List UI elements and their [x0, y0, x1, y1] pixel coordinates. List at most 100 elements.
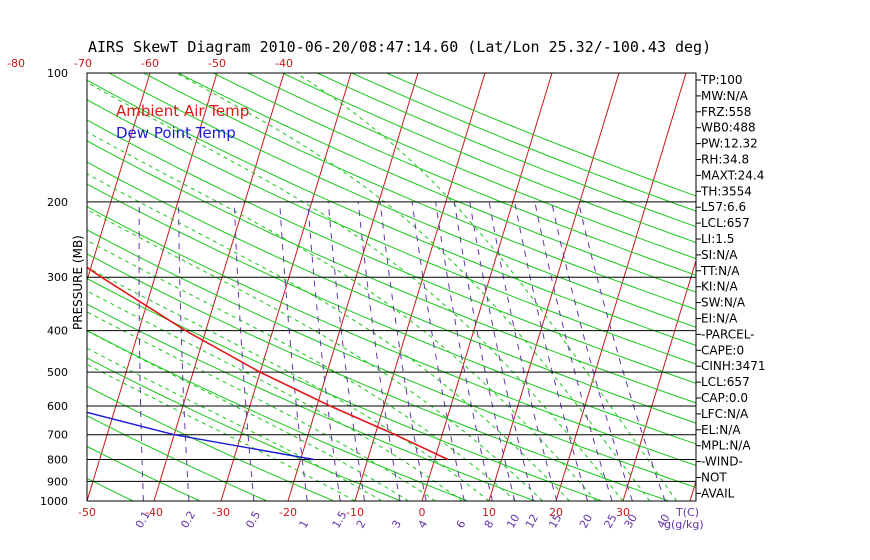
isotherm-line [87, 73, 151, 283]
stability-index-text: MW:N/A [701, 89, 749, 103]
mixing-ratio-label: 40 [654, 512, 672, 531]
bottom-temperature-tick-label: 0 [419, 506, 426, 519]
stability-indices-panel: TP:100 MW:N/A FRZ:558 WB0:488 PW:12.32 RH:34.… [696, 73, 766, 500]
stability-index-text: LI:1.5 [701, 232, 734, 246]
pressure-tick-label: 1000 [40, 495, 68, 508]
dry-adiabat-line [87, 229, 696, 489]
dry-adiabat-line [87, 278, 603, 501]
dry-adiabat-line [108, 73, 696, 328]
moist-adiabat-line [87, 363, 356, 501]
dry-adiabat-line [87, 161, 696, 424]
mixing-ratio-line [138, 201, 144, 501]
stability-index-text: -PARCEL- [701, 327, 755, 341]
y-axis-label: PRESSURE (MB) [71, 235, 85, 330]
pressure-tick-label: 900 [47, 475, 68, 488]
pressure-tick-label: 200 [47, 196, 68, 209]
bottom-temperature-tick-label: -20 [279, 506, 297, 519]
legend-dew-point-temp: Dew Point Temp [116, 124, 236, 142]
isotherm-line [622, 258, 696, 501]
bottom-temperature-tick-label: -40 [145, 506, 163, 519]
mixing-ratio-label: 30 [622, 512, 640, 531]
mixing-ratio-line [514, 201, 589, 501]
moist-adiabat-line [87, 290, 463, 501]
temperature-unit-label: T(C) [675, 506, 699, 519]
stability-index-text: L57:6.6 [701, 200, 746, 214]
stability-index-text: NOT [701, 471, 727, 485]
bottom-temperature-ticks: -50 -40 -30 -20 -10 0 10 20 30 [78, 506, 630, 519]
dry-adiabat-line [87, 119, 696, 384]
stability-index-text: LCL:657 [701, 375, 750, 389]
stability-index-text: AVAIL [701, 486, 735, 500]
dry-adiabat-line [316, 73, 696, 228]
bottom-temperature-tick-label: 30 [616, 506, 630, 519]
bottom-temperature-tick-label: 10 [482, 506, 496, 519]
isotherm-line [421, 73, 553, 501]
mixing-ratio-line [577, 201, 666, 501]
mixing-ratio-line [357, 201, 401, 501]
stability-index-text: EL:N/A [701, 423, 741, 437]
ambient-air-temp-line [87, 266, 449, 461]
mixing-ratio-label: 25 [601, 512, 619, 531]
stability-index-text: KI:N/A [701, 280, 738, 294]
mixing-ratio-line [327, 201, 365, 501]
dry-adiabat-line [351, 73, 696, 212]
isotherm-line [153, 73, 285, 501]
isobar-lines [87, 73, 696, 501]
bottom-temperature-tick-label: -50 [78, 506, 96, 519]
mixing-ratio-line [551, 201, 633, 501]
mixing-ratio-line [435, 201, 493, 501]
moist-adiabat-line [295, 73, 678, 501]
pressure-tick-label: 600 [47, 400, 68, 413]
bottom-temperature-tick-label: 20 [549, 506, 563, 519]
mixing-ratio-line [379, 201, 427, 501]
mixing-ratio-line [307, 201, 341, 501]
isotherm-line [354, 73, 486, 501]
mixing-ratio-line [233, 201, 255, 501]
pressure-tick-label: 500 [47, 366, 68, 379]
bottom-temperature-tick-label: -30 [212, 506, 230, 519]
moist-adiabat-line [87, 330, 409, 501]
moist-adiabat-line [87, 239, 517, 501]
dry-adiabat-line [87, 253, 670, 501]
top-temperature-tick-label: -40 [275, 57, 293, 70]
pressure-tick-label: 300 [47, 271, 68, 284]
mixing-ratio-line [178, 201, 190, 501]
dry-adiabat-line [87, 183, 696, 445]
mixing-ratio-line [453, 201, 516, 501]
dry-adiabat-line [87, 415, 268, 501]
isotherm-line [555, 73, 687, 501]
moist-adiabat-line [87, 266, 490, 501]
mixing-ratio-lines [138, 201, 666, 501]
top-temperature-tick-label: -60 [141, 57, 159, 70]
sounding-series [87, 266, 449, 461]
top-temperature-tick-label: -50 [208, 57, 226, 70]
legend-ambient-air-temp: Ambient Air Temp [116, 102, 249, 120]
stability-index-text: EI:N/A [701, 312, 738, 326]
stability-index-text: FRZ:558 [701, 105, 751, 119]
dew-point-temp-line [87, 411, 315, 461]
legend: Ambient Air Temp Dew Point Temp [116, 102, 249, 142]
isotherm-line [287, 73, 419, 501]
isotherm-line [220, 73, 352, 501]
moist-adiabat-lines [87, 73, 678, 501]
moist-adiabat-line [87, 209, 543, 501]
stability-index-text: LFC:N/A [701, 407, 749, 421]
dry-adiabat-line [87, 303, 536, 501]
mixing-ratio-line [279, 201, 308, 501]
stability-index-text: -WIND- [701, 455, 743, 469]
dry-adiabat-lines [87, 73, 696, 501]
pressure-tick-label: 100 [47, 67, 68, 80]
mixing-ratio-label: 10 [504, 512, 522, 531]
mixing-ratio-line [534, 201, 613, 501]
mixing-ratio-unit-label: g(g/kg) [664, 518, 704, 531]
mixing-ratio-label: 12 [523, 512, 541, 531]
stability-index-text: RH:34.8 [701, 153, 749, 167]
dry-adiabat-line [87, 79, 696, 346]
dry-adiabat-line [143, 73, 696, 311]
stability-index-text: SI:N/A [701, 248, 738, 262]
stability-index-text: TP:100 [700, 73, 743, 87]
moist-adiabat-line [175, 73, 651, 501]
dry-adiabat-line [87, 99, 696, 365]
